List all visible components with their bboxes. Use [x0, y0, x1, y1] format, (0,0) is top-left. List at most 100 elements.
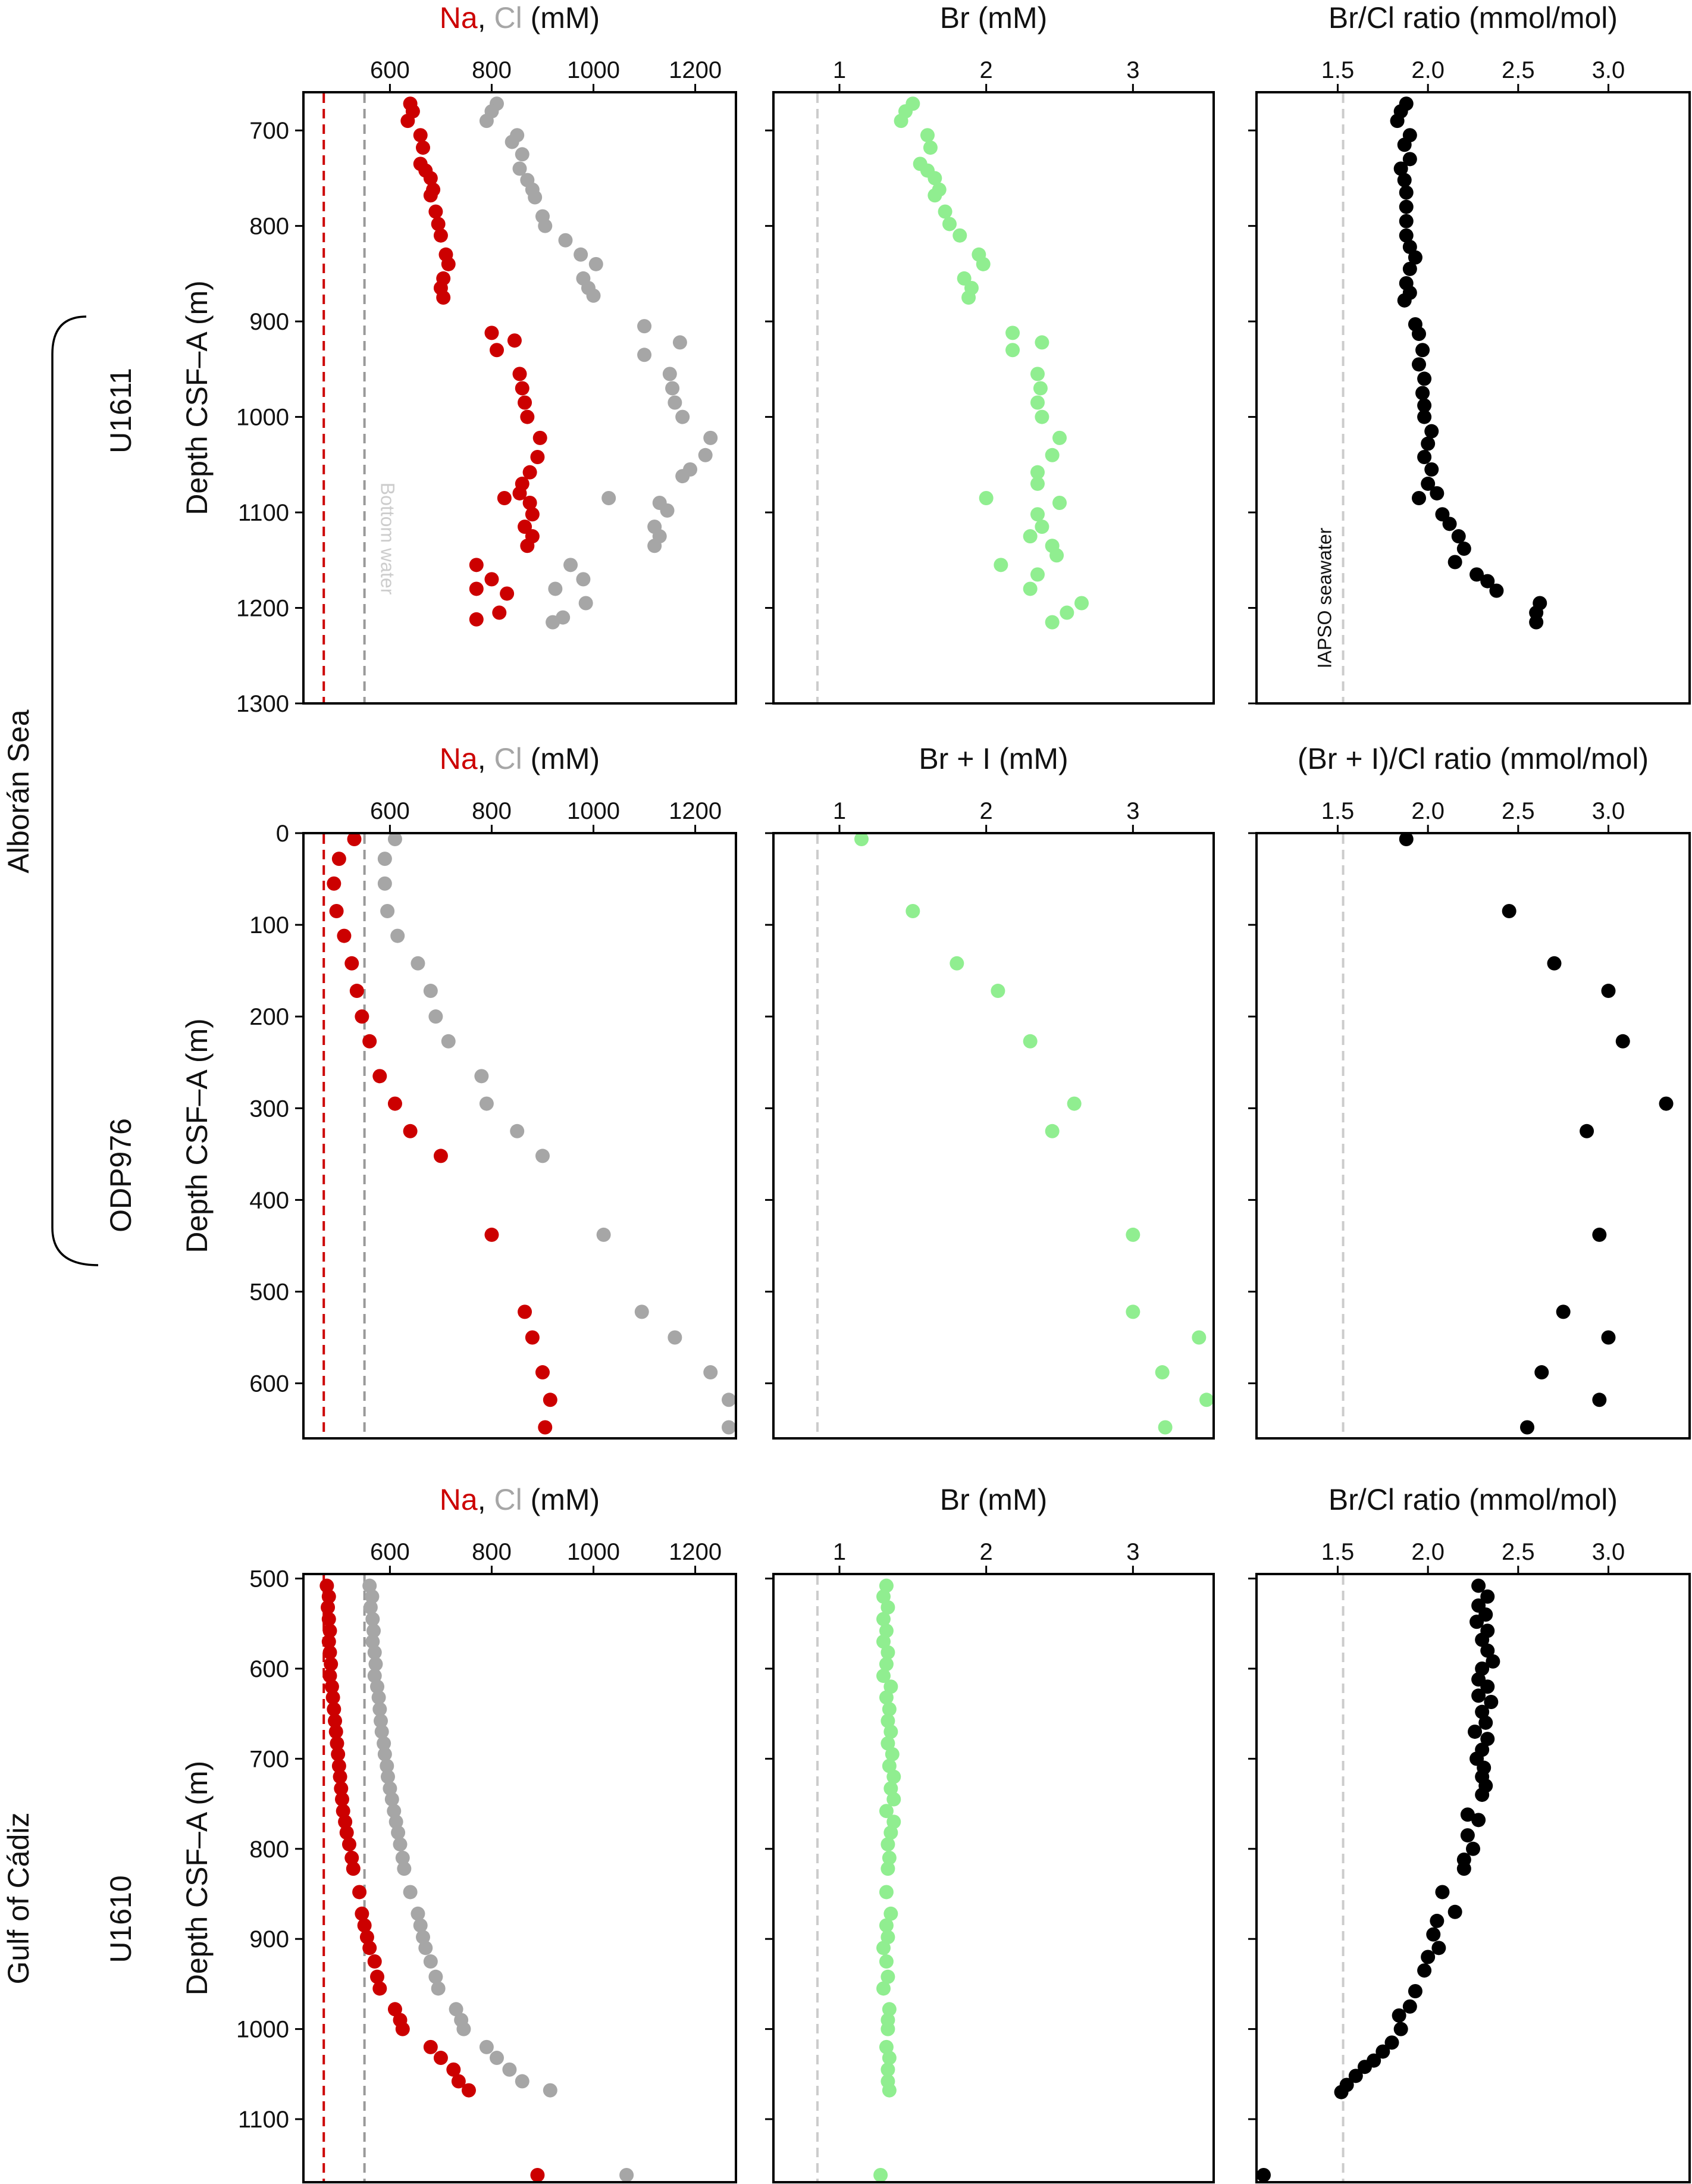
data-point	[331, 1747, 346, 1761]
data-point	[1023, 529, 1038, 544]
y-tick-label: 1000	[236, 2017, 289, 2043]
data-point	[1408, 250, 1422, 265]
data-point	[1030, 507, 1045, 522]
data-point	[1471, 1813, 1486, 1828]
data-point	[362, 1578, 377, 1593]
data-point	[321, 1634, 336, 1649]
data-point	[1480, 1643, 1495, 1658]
data-point	[374, 1724, 389, 1739]
data-point	[330, 1736, 344, 1751]
data-point	[1547, 956, 1562, 971]
data-point	[433, 1149, 448, 1163]
data-point	[479, 2039, 494, 2054]
data-point	[327, 1702, 341, 1717]
data-point	[634, 1304, 649, 1319]
data-point	[703, 430, 718, 445]
data-point	[1192, 1330, 1207, 1345]
data-point	[1469, 1614, 1484, 1629]
data-point	[1030, 476, 1045, 491]
data-point	[1399, 199, 1414, 214]
data-point	[359, 1930, 374, 1945]
data-point	[1049, 548, 1064, 563]
axis-title: Na, Cl (mM)	[440, 742, 600, 775]
data-point	[1475, 1787, 1490, 1802]
data-point	[334, 1781, 349, 1796]
data-point	[563, 558, 578, 572]
data-point	[1460, 1807, 1475, 1822]
data-point	[883, 1825, 898, 1840]
data-point	[1447, 1904, 1462, 1919]
data-point	[530, 2168, 545, 2182]
x-tick-label: 3.0	[1592, 57, 1625, 83]
data-point	[1023, 1034, 1038, 1049]
panel-u1611-na-cl: Bottom water 600 800 1000 1200 700 800 900 1000 1…	[180, 1, 737, 717]
data-point	[1417, 371, 1432, 386]
data-point	[879, 2039, 894, 2054]
data-point	[1045, 615, 1060, 630]
x-tick-label: 2.5	[1502, 57, 1535, 83]
data-point	[586, 288, 601, 303]
x-tick-label: 3	[1126, 1539, 1139, 1565]
data-point	[484, 1227, 499, 1242]
data-point	[423, 1954, 438, 1969]
x-tick-label: 800	[472, 57, 512, 83]
data-point	[881, 1600, 895, 1615]
x-tick-label: 800	[472, 1539, 512, 1565]
data-point	[366, 1623, 381, 1638]
data-point	[976, 256, 991, 271]
data-point	[522, 465, 537, 480]
x-tick-label: 600	[370, 798, 410, 824]
y-tick-label: 300	[249, 1096, 289, 1122]
data-point	[515, 2074, 529, 2089]
data-point	[665, 381, 680, 396]
data-point	[362, 1034, 377, 1049]
data-point	[879, 1623, 894, 1638]
data-point	[413, 128, 428, 143]
y-tick-label: 1200	[236, 596, 289, 622]
data-point	[525, 1330, 540, 1345]
data-point	[596, 1227, 611, 1242]
data-point	[1402, 261, 1417, 276]
data-point	[333, 1769, 347, 1784]
data-point	[324, 1679, 339, 1694]
alboran-bracket	[51, 315, 99, 1266]
data-point	[675, 469, 690, 484]
data-point	[335, 1792, 350, 1807]
x-tick-label: 2	[980, 798, 993, 824]
data-point	[1580, 1124, 1594, 1138]
series-br	[894, 96, 1089, 630]
data-point	[1375, 2044, 1390, 2059]
data-point	[1456, 542, 1471, 556]
data-point	[415, 140, 430, 155]
data-point	[1030, 395, 1045, 410]
data-point	[1035, 409, 1049, 424]
data-point	[518, 395, 532, 410]
plot-frame	[772, 91, 1215, 705]
data-point	[1393, 161, 1408, 176]
data-point	[879, 1804, 894, 1819]
data-point	[879, 1657, 894, 1672]
data-point	[1601, 984, 1616, 999]
x-tick-label: 1	[833, 798, 846, 824]
data-point	[321, 1600, 336, 1615]
series-cl	[362, 1578, 634, 2182]
data-point	[322, 1623, 337, 1638]
data-point	[942, 217, 957, 231]
data-point	[507, 333, 522, 348]
data-point	[1456, 1861, 1471, 1876]
data-point	[367, 1645, 382, 1660]
data-point	[1489, 583, 1504, 598]
data-point	[1397, 137, 1412, 152]
data-point	[675, 409, 690, 424]
data-point	[357, 1918, 372, 1933]
data-point	[538, 1420, 553, 1435]
data-point	[490, 343, 505, 358]
data-point	[1520, 1420, 1534, 1435]
y-axis-label: Depth CSF–A (m)	[180, 1761, 214, 1996]
x-tick-label: 1200	[669, 798, 722, 824]
data-point	[349, 984, 364, 999]
data-point	[876, 1981, 891, 1996]
data-point	[881, 1969, 895, 1984]
data-point	[461, 2083, 476, 2098]
